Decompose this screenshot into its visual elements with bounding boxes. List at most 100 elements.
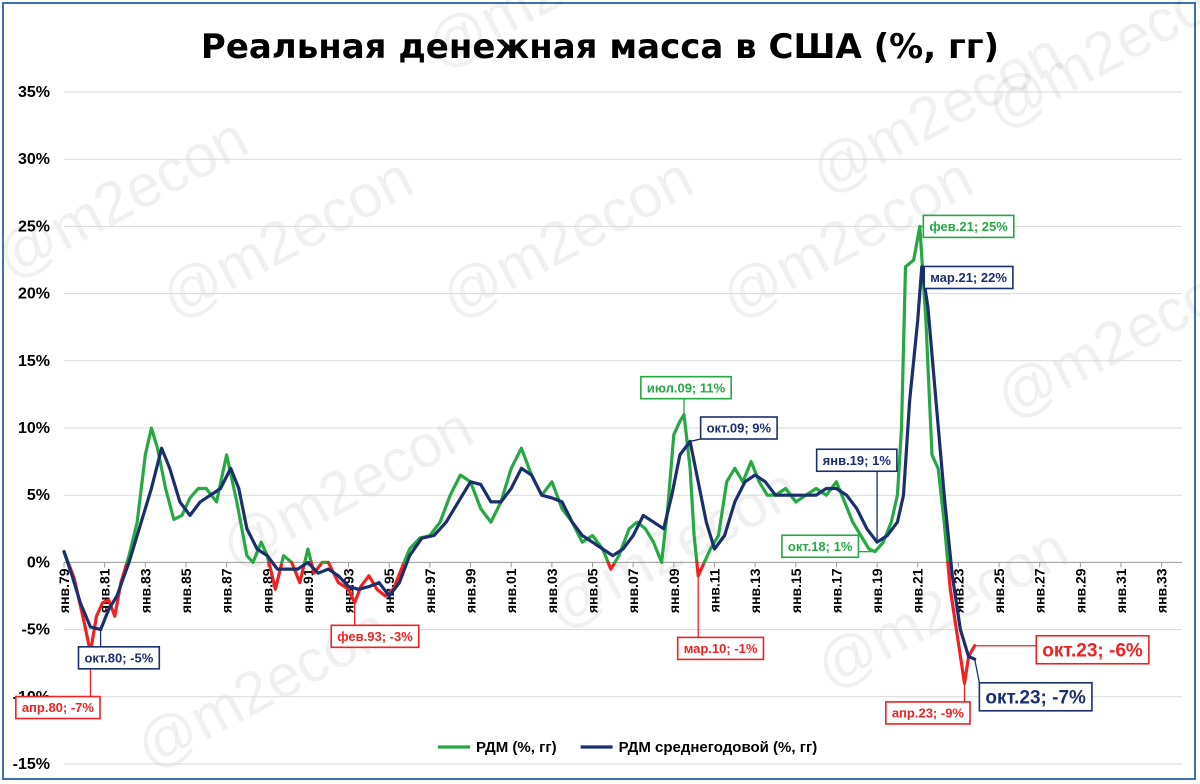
x-tick-label: янв.07 [625,568,641,613]
x-tick-label: янв.09 [666,568,682,613]
callout: июл.09; 11% [640,375,732,415]
callout-text: фев.93; -3% [337,629,413,644]
callout: апр.23; -9% [885,683,971,725]
x-axis: янв.79 янв.81 янв.83 янв.85 янв.87 янв.89 янв.… [56,562,1170,613]
x-tick-label: янв.13 [747,568,763,613]
gridlines [64,91,1182,765]
x-tick-label: янв.87 [219,568,235,613]
series-line-rdm [326,560,406,605]
series-line-rdm [613,413,699,564]
callout-box [640,375,732,400]
y-tick-label: 20% [18,286,50,303]
watermark: @m2econ [210,394,484,582]
x-tick-label: янв.05 [585,568,601,613]
y-tick-label: 35% [18,84,50,101]
legend-label: РДМ (%, гг) [476,739,557,756]
x-tick-label: янв.99 [463,568,479,613]
callout: окт.23; -7% [974,659,1093,712]
y-tick-label: -5% [22,622,50,639]
callout: окт.09; 9% [689,416,778,443]
annotations: апр.80; -7% окт.80; -5% фев.93; -3% мар.10;… [15,214,1150,725]
callout-text: окт.80; -5% [84,651,153,666]
y-tick-label: 0% [27,554,50,571]
callout-text: июл.09; 11% [647,380,726,395]
x-tick-label: янв.89 [259,568,275,613]
callout-box [676,636,765,661]
y-tick-label: 5% [27,487,50,504]
callout: окт.80; -5% [77,629,161,670]
series-line-rdm [280,554,294,564]
legend-label: РДМ среднегодовой (%, гг) [619,739,818,756]
callout: окт.18; 1% [781,534,871,559]
x-tick-label: янв.27 [1032,568,1048,613]
y-tick-label: 15% [18,353,50,370]
x-tick-label: янв.01 [503,568,519,613]
x-tick-label: янв.97 [422,568,438,613]
callout-box [699,416,778,440]
series-line-rdm [606,560,617,571]
y-tick-label: 30% [18,151,50,168]
watermark: @m2econ [975,0,1200,141]
x-tick-label: янв.85 [178,568,194,613]
y-tick-label: -15% [13,756,50,773]
callout-box [77,646,161,670]
y-tick-label: 25% [18,218,50,235]
watermark: @m2econ [985,244,1200,432]
watermark: @m2econ [125,594,399,782]
callout-box [781,534,860,559]
callout-text: мар.10; -1% [684,641,758,656]
x-tick-label: янв.21 [910,568,926,613]
callout-text: апр.23; -9% [892,706,965,721]
callout: мар.21; 22% [921,265,1014,290]
series-line-rdm [695,560,706,578]
x-tick-label: янв.33 [1154,568,1170,613]
callout: окт.23; -6% [974,634,1150,665]
callout-leader [689,438,701,443]
x-tick-label: янв.17 [828,568,844,613]
callout-box [978,681,1093,712]
callout-text: окт.09; 9% [707,421,772,436]
callout-box [815,448,898,473]
series-line-rdm [702,224,950,564]
callout-leader [974,659,980,683]
series-line-rdm-avg [62,265,977,661]
x-tick-label: янв.31 [1113,568,1129,613]
callout-box [1035,634,1150,665]
callout-text: окт.23; -7% [985,688,1086,709]
callout-text: апр.80; -7% [22,700,95,715]
callout: апр.80; -7% [15,652,101,720]
x-tick-label: янв.19 [869,568,885,613]
callout: фев.93; -3% [330,602,420,649]
callout-box [885,701,971,725]
x-tick-label: янв.91 [300,568,316,613]
x-tick-label: янв.03 [544,568,560,613]
callout-text: окт.23; -6% [1042,641,1143,662]
callout: янв.19; 1% [815,448,898,543]
callout-text: мар.21; 22% [930,270,1007,285]
series-lines [62,224,977,685]
x-tick-label: янв.25 [991,568,1007,613]
x-tick-label: янв.15 [788,568,804,613]
y-tick-label: 10% [18,420,50,437]
series-line-rdm [267,560,284,591]
callout-text: окт.18; 1% [788,539,853,554]
chart-title: Реальная денежная масса в США (%, гг) [201,27,999,67]
x-tick-label: янв.79 [56,568,72,613]
x-tick-label: янв.11 [706,568,722,612]
series-line-rdm [303,547,313,564]
series-line-rdm [402,446,610,564]
legend: РДМ (%, гг) РДМ среднегодовой (%, гг) [438,739,817,756]
watermark: @m2econ [430,144,704,332]
callout: мар.10; -1% [676,575,765,661]
x-tick-label: янв.29 [1072,568,1088,613]
callout-text: янв.19; 1% [823,453,892,468]
x-tick-label: янв.83 [137,568,153,613]
y-axis: 35%30%25%20%15%10%5%0%-5%-10%-15% [13,84,50,773]
callout-text: фев.21; 25% [929,219,1008,234]
series-line-rdm [125,426,271,564]
callout: фев.21; 25% [919,214,1015,239]
callout-box [923,265,1014,290]
